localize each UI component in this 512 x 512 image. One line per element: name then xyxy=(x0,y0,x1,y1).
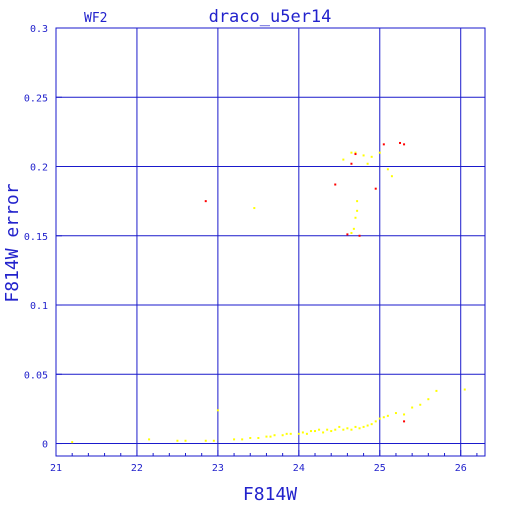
data-point xyxy=(265,435,268,438)
data-point xyxy=(257,436,260,439)
data-point xyxy=(314,430,317,433)
axis-ticks: 21 22 23 24 25 26 0 0.05 0.1 0.15 0.2 0.25 0.3 xyxy=(24,24,478,474)
data-point xyxy=(342,428,345,431)
data-point xyxy=(346,233,349,236)
data-point xyxy=(378,151,381,154)
y-axis-label: F814W error xyxy=(2,183,23,302)
data-point xyxy=(301,431,304,434)
data-point xyxy=(241,438,244,441)
y-tick-label: 0.25 xyxy=(24,93,48,104)
data-point xyxy=(358,427,361,430)
data-point xyxy=(386,168,389,171)
data-point xyxy=(334,428,337,431)
grid-lines xyxy=(55,27,485,456)
data-point xyxy=(427,398,430,401)
data-point xyxy=(403,143,406,146)
data-point xyxy=(326,428,329,431)
data-point xyxy=(350,151,353,154)
y-tick-label: 0.15 xyxy=(24,232,48,243)
data-point xyxy=(318,428,321,431)
data-point xyxy=(352,227,355,230)
data-point xyxy=(362,154,365,157)
data-point xyxy=(382,143,385,146)
data-point xyxy=(350,428,353,431)
data-point xyxy=(281,434,284,437)
data-point xyxy=(249,436,252,439)
data-point xyxy=(338,425,341,428)
data-point xyxy=(374,420,377,423)
data-point xyxy=(269,435,272,438)
data-point xyxy=(273,434,276,437)
data-point xyxy=(309,430,312,433)
data-point xyxy=(403,413,406,416)
x-tick-label: 21 xyxy=(50,463,62,474)
data-point xyxy=(354,151,357,154)
data-point xyxy=(354,425,357,428)
data-point xyxy=(305,432,308,435)
data-point xyxy=(212,439,215,442)
data-point xyxy=(354,216,357,219)
data-point xyxy=(354,153,357,156)
data-point xyxy=(356,209,359,212)
data-point xyxy=(334,183,337,186)
y-tick-label: 0.2 xyxy=(30,163,48,174)
data-point xyxy=(419,403,422,406)
x-tick-label: 22 xyxy=(131,463,143,474)
data-point xyxy=(148,438,151,441)
data-point xyxy=(285,432,288,435)
data-point xyxy=(366,162,369,165)
y-tick-label: 0 xyxy=(42,440,48,451)
y-tick-label: 0.1 xyxy=(30,301,48,312)
data-point xyxy=(176,439,179,442)
data-points xyxy=(71,141,466,444)
data-point xyxy=(366,424,369,427)
data-point xyxy=(184,439,187,442)
data-point xyxy=(350,231,353,234)
data-point xyxy=(322,431,325,434)
data-point xyxy=(394,412,397,415)
data-point xyxy=(289,432,292,435)
x-tick-label: 24 xyxy=(293,463,305,474)
data-point xyxy=(370,155,373,158)
data-point xyxy=(71,441,74,444)
data-point xyxy=(356,200,359,203)
x-tick-label: 23 xyxy=(212,463,224,474)
data-point xyxy=(297,432,300,435)
data-point xyxy=(350,162,353,165)
chart-title: draco_u5er14 xyxy=(209,7,332,27)
data-point xyxy=(346,427,349,430)
x-tick-label: 26 xyxy=(455,463,467,474)
data-point xyxy=(330,430,333,433)
data-point xyxy=(216,409,219,412)
y-tick-label: 0.05 xyxy=(24,370,48,381)
data-point xyxy=(204,200,207,203)
x-tick-label: 25 xyxy=(374,463,386,474)
data-point xyxy=(399,141,402,144)
y-tick-label: 0.3 xyxy=(30,24,48,35)
data-point xyxy=(204,439,207,442)
data-point xyxy=(403,420,406,423)
data-point xyxy=(382,416,385,419)
data-point xyxy=(362,425,365,428)
data-point xyxy=(370,423,373,426)
x-axis-label: F814W xyxy=(243,484,297,505)
data-point xyxy=(390,175,393,178)
data-point xyxy=(378,417,381,420)
data-point xyxy=(233,438,236,441)
panel-label: WF2 xyxy=(84,11,107,26)
data-point xyxy=(253,207,256,210)
data-point xyxy=(374,187,377,190)
plot-frame xyxy=(55,27,486,457)
data-point xyxy=(463,388,466,391)
data-point xyxy=(411,406,414,409)
data-point xyxy=(358,234,361,237)
data-point xyxy=(386,414,389,417)
data-point xyxy=(435,389,438,392)
data-point xyxy=(342,158,345,161)
